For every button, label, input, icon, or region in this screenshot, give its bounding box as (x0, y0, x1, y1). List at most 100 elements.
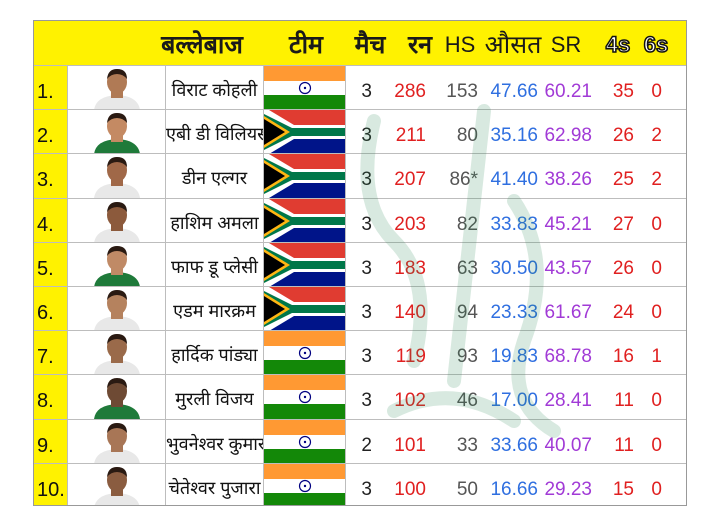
header-highest-score: HS (444, 32, 476, 57)
india-flag-icon (264, 331, 345, 376)
average-cell: 16.66 (490, 478, 538, 500)
strike-rate-cell: 29.23 (544, 478, 592, 500)
highest-score-cell: 63 (456, 257, 478, 279)
matches-cell: 3 (361, 125, 372, 147)
player-name-cell: विराट कोहली (166, 66, 264, 110)
south-africa-flag-icon (264, 198, 345, 243)
fours-cell: 26 (612, 257, 634, 279)
player-photo (68, 66, 165, 110)
table-row: 8. मुरली विजय 3 102 46 17.00 28.41 11 0 (34, 374, 686, 420)
header-runs: रन (407, 31, 433, 59)
average-cell: 33.66 (490, 434, 538, 456)
strike-rate-cell: 28.41 (544, 390, 592, 412)
rank-cell: 5. (34, 242, 68, 287)
runs-cell: 119 (395, 346, 426, 368)
south-africa-flag-icon (264, 154, 345, 199)
player-photo (68, 331, 165, 376)
south-africa-flag-icon (264, 287, 345, 331)
player-name-cell: हार्दिक पांड्या (166, 331, 264, 376)
player-name-cell: एबी डी विलियर्स (166, 110, 264, 155)
highest-score-cell: 82 (456, 213, 478, 235)
team-flag-cell (264, 287, 346, 331)
india-flag-icon (264, 419, 345, 464)
fours-cell: 15 (612, 478, 634, 500)
highest-score-cell: 33 (456, 434, 478, 456)
highest-score-cell: 94 (456, 302, 478, 323)
sixes-cell: 0 (651, 257, 662, 279)
highest-score-cell: 46 (456, 390, 478, 412)
sixes-cell: 2 (651, 169, 662, 191)
photo-cell (68, 242, 166, 287)
strike-rate-cell: 38.26 (544, 169, 592, 191)
strike-rate-cell: 68.78 (544, 346, 592, 368)
fours-cell: 27 (612, 213, 634, 235)
header-fours: 4s (605, 31, 631, 58)
rank-cell: 4. (34, 198, 68, 243)
strike-rate-cell: 45.21 (544, 213, 592, 235)
player-name-cell: फाफ डू प्लेसी (166, 242, 264, 287)
highest-score-cell: 93 (456, 346, 478, 368)
average-cell: 30.50 (490, 257, 538, 279)
sixes-cell: 1 (651, 346, 662, 368)
fours-cell: 35 (612, 81, 634, 102)
sixes-cell: 0 (651, 213, 662, 235)
india-flag-icon (264, 463, 345, 505)
player-photo (68, 154, 165, 199)
matches-cell: 3 (361, 390, 372, 412)
sixes-cell: 0 (651, 434, 662, 456)
player-name-cell: चेतेश्वर पुजारा (166, 463, 264, 505)
runs-cell: 100 (394, 478, 426, 500)
matches-cell: 3 (361, 257, 372, 279)
photo-cell (68, 331, 166, 376)
header-batsman: बल्लेबाज (161, 31, 243, 59)
team-flag-cell (264, 110, 346, 155)
runs-cell: 140 (394, 302, 426, 323)
photo-cell (68, 154, 166, 199)
table-row: 3. डीन एल्गर 3 207 86* 41.40 38.26 25 2 (34, 153, 686, 199)
runs-cell: 207 (394, 169, 426, 191)
matches-cell: 3 (361, 478, 372, 500)
runs-cell: 101 (394, 434, 426, 456)
matches-cell: 3 (361, 81, 372, 102)
india-flag-icon (264, 66, 345, 110)
highest-score-cell: 86* (449, 169, 478, 191)
fours-cell: 25 (612, 169, 634, 191)
fours-cell: 11 (614, 434, 634, 456)
sixes-cell: 0 (651, 81, 662, 102)
team-flag-cell (264, 419, 346, 464)
sixes-cell: 0 (651, 390, 662, 412)
header-average: औसत (484, 31, 542, 59)
sixes-cell: 2 (651, 125, 662, 147)
player-name-cell: भुवनेश्वर कुमार (166, 419, 264, 464)
highest-score-cell: 153 (446, 81, 478, 102)
player-name-cell: मुरली विजय (166, 375, 264, 420)
table-row: 2. एबी डी विलियर्स 3 211 80 35.16 62.98 26 2 (34, 109, 686, 155)
photo-cell (68, 419, 166, 464)
rank-cell: 10. (34, 463, 68, 505)
matches-cell: 3 (361, 302, 372, 323)
average-cell: 33.83 (490, 213, 538, 235)
average-cell: 35.16 (490, 125, 538, 147)
strike-rate-cell: 61.67 (544, 302, 592, 323)
sixes-cell: 0 (651, 478, 662, 500)
player-photo (68, 110, 165, 155)
rank-cell: 8. (34, 375, 68, 420)
average-cell: 19.83 (490, 346, 538, 368)
fours-cell: 11 (614, 390, 634, 412)
player-photo (68, 463, 165, 505)
team-flag-cell (264, 331, 346, 376)
table-row: 5. फाफ डू प्लेसी 3 183 63 30.50 43.57 26 0 (34, 241, 686, 287)
highest-score-cell: 50 (456, 478, 478, 500)
table-row: 4. हाशिम अमला 3 203 82 33.83 45.21 27 0 (34, 197, 686, 243)
sixes-cell: 0 (651, 302, 662, 323)
rank-cell: 1. (34, 66, 68, 110)
team-flag-cell (264, 242, 346, 287)
player-name-cell: एडम मारक्रम (166, 287, 264, 331)
matches-cell: 3 (361, 213, 372, 235)
average-cell: 17.00 (490, 390, 538, 412)
photo-cell (68, 375, 166, 420)
player-photo (68, 242, 165, 287)
team-flag-cell (264, 154, 346, 199)
runs-cell: 102 (394, 390, 426, 412)
india-flag-icon (264, 375, 345, 420)
